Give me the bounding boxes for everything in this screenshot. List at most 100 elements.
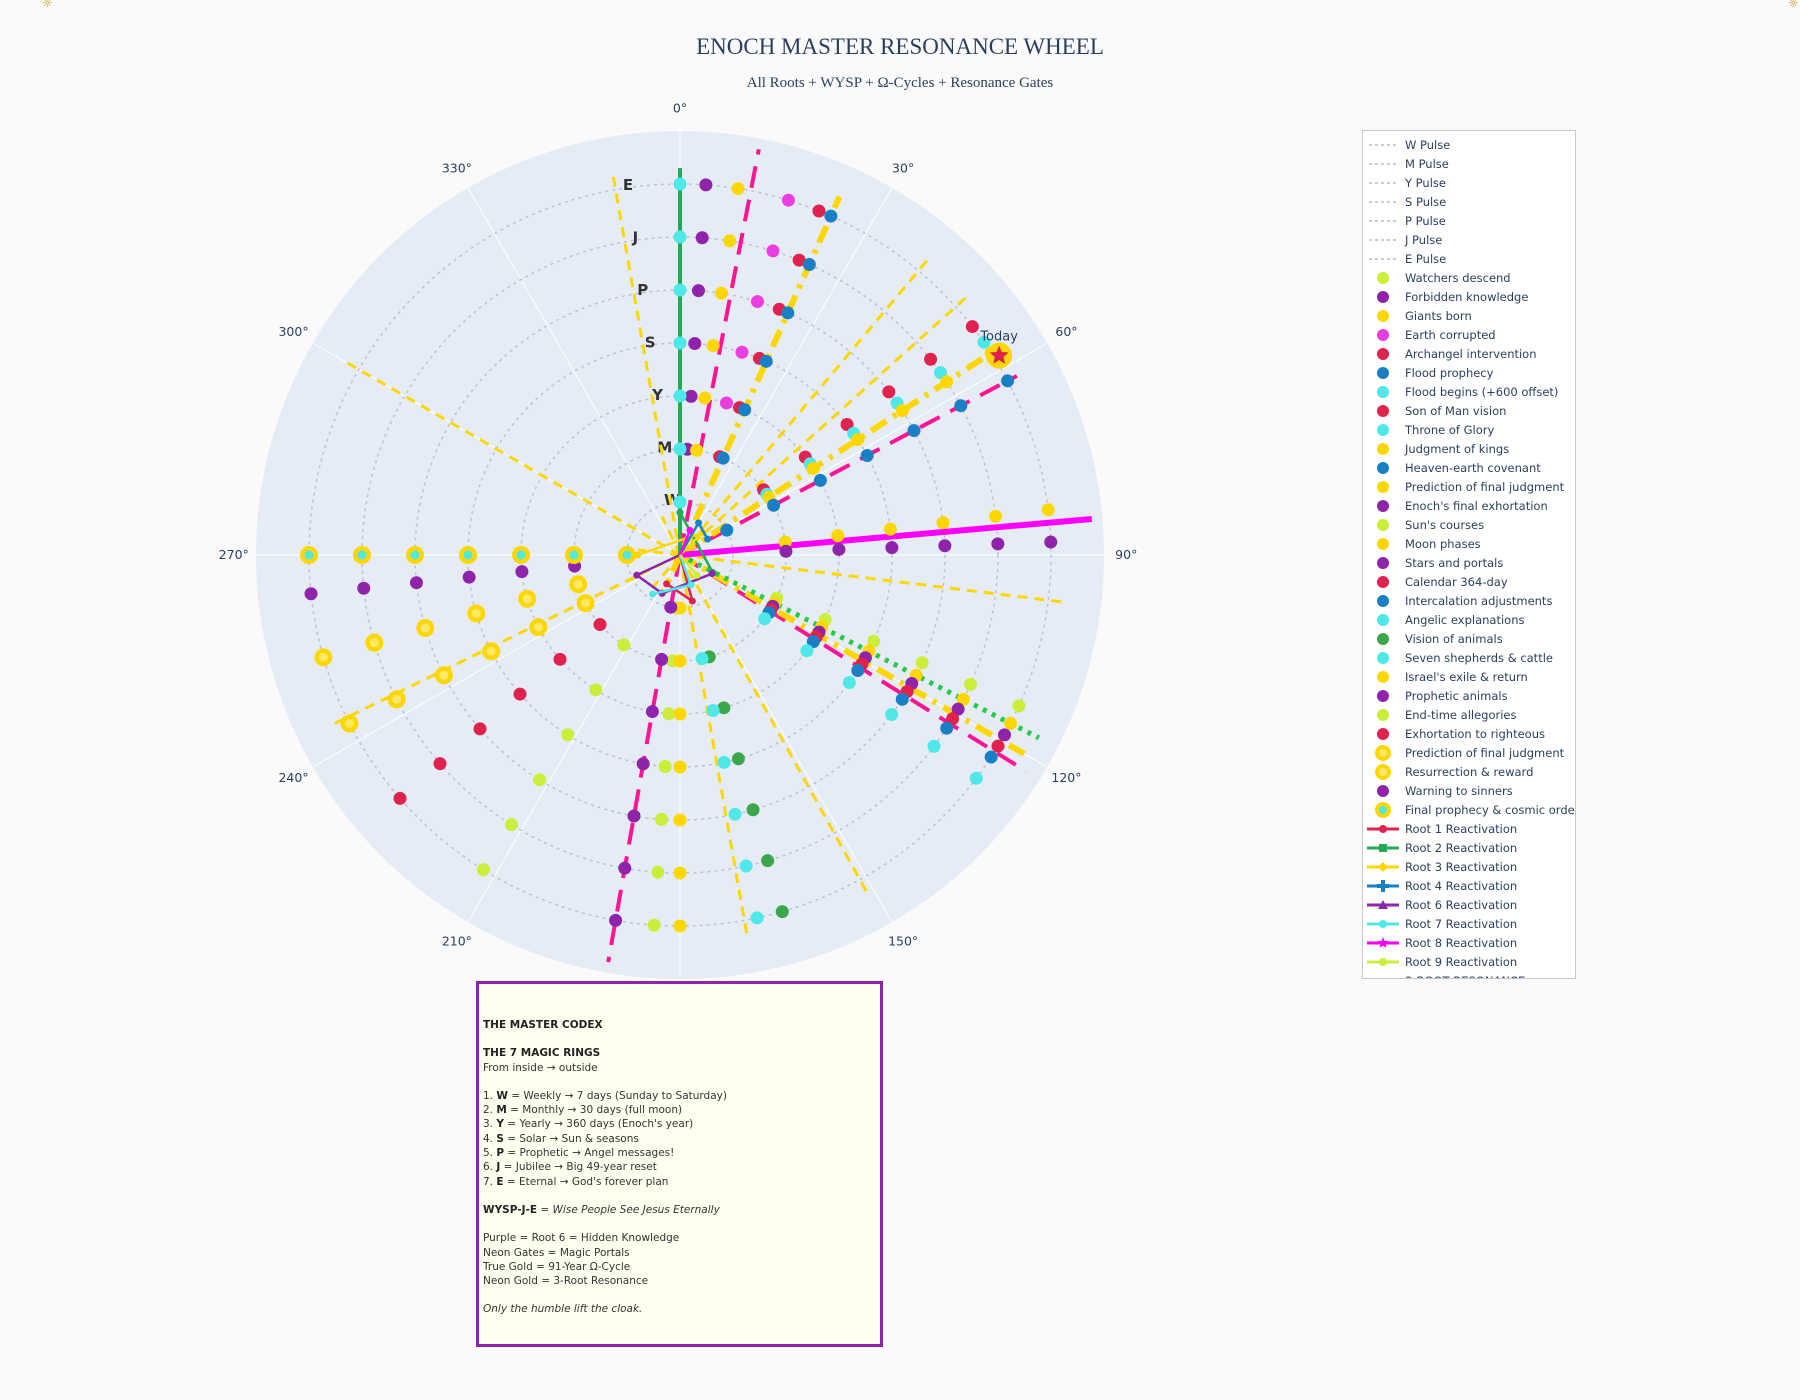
resonance-gate-ray (611, 173, 682, 556)
legend-item[interactable]: Angelic explanations (1363, 610, 1575, 629)
legend-item[interactable]: Prediction of final judgment (1363, 743, 1575, 762)
legend-item[interactable]: Root 1 Reactivation (1363, 819, 1575, 838)
legend-glyph (1377, 329, 1389, 341)
legend-label: Stars and portals (1405, 555, 1504, 570)
legend-item[interactable]: Root 2 Reactivation (1363, 838, 1575, 857)
legend-item[interactable]: Prediction of final judgment (1363, 477, 1575, 496)
event-marker (716, 451, 730, 465)
legend-item[interactable]: S Pulse (1363, 192, 1575, 211)
event-marker (965, 320, 979, 334)
event-marker (409, 576, 423, 590)
legend-item[interactable]: Moon phases (1363, 534, 1575, 553)
event-marker (761, 854, 775, 868)
legend[interactable]: W Pulse M Pulse Y Pulse S Pulse P Pulse J Pul… (1362, 130, 1576, 979)
legend-label: Seven shepherds & cattle (1405, 650, 1553, 665)
event-marker (997, 728, 1011, 742)
legend-item[interactable]: Seven shepherds & cattle (1363, 648, 1575, 667)
legend-item[interactable]: Giants born (1363, 306, 1575, 325)
resonance-gate-ray (678, 341, 1007, 558)
legend-item[interactable]: Prophetic animals (1363, 686, 1575, 705)
legend-item[interactable]: P Pulse (1363, 211, 1575, 230)
legend-item[interactable]: Earth corrupted (1363, 325, 1575, 344)
legend-label: J Pulse (1405, 232, 1443, 247)
legend-glyph (1377, 576, 1389, 588)
legend-item[interactable]: Flood prophecy (1363, 363, 1575, 382)
legend-symbol (1375, 764, 1391, 780)
legend-glyph (1377, 785, 1389, 797)
legend-label: Vision of animals (1405, 631, 1503, 646)
codex-ring-line: 1. W = Weekly → 7 days (Sunday to Saturd… (483, 1089, 876, 1103)
codex-ring-line: 3. Y = Yearly → 360 days (Enoch's year) (483, 1117, 876, 1131)
legend-item[interactable]: Root 3 Reactivation (1363, 857, 1575, 876)
codex-ring-line: 7. E = Eternal → God's forever plan (483, 1175, 876, 1189)
legend-glyph (1377, 538, 1389, 550)
legend-item[interactable]: E Pulse (1363, 249, 1575, 268)
legend-glyph (1379, 806, 1387, 814)
event-marker (723, 234, 737, 248)
event-marker (991, 537, 1005, 551)
legend-label: 3-ROOT RESONANCE (1401, 974, 1525, 979)
legend-symbol (1377, 462, 1389, 474)
legend-item[interactable]: Throne of Glory (1363, 420, 1575, 439)
event-marker (964, 677, 978, 691)
event-marker (691, 284, 705, 298)
legend-item[interactable]: Enoch's final exhortation (1363, 496, 1575, 515)
event-marker (673, 177, 687, 191)
legend-symbol (1377, 310, 1389, 322)
legend-item[interactable]: M Pulse (1363, 154, 1575, 173)
legend-item[interactable]: Exhortation to righteous (1363, 724, 1575, 743)
legend-item[interactable]: Resurrection & reward (1363, 762, 1575, 781)
legend-item[interactable]: Heaven-earth covenant (1363, 458, 1575, 477)
legend-item[interactable]: Y Pulse (1363, 173, 1575, 192)
event-marker (1001, 374, 1015, 388)
legend-item[interactable]: Stars and portals (1363, 553, 1575, 572)
legend-item[interactable]: Forbidden knowledge (1363, 287, 1575, 306)
event-marker (915, 656, 929, 670)
legend-item[interactable]: Root 6 Reactivation (1363, 895, 1575, 914)
legend-item[interactable]: Root 4 Reactivation (1363, 876, 1575, 895)
resonance-gate-ray (678, 554, 869, 895)
event-marker (938, 539, 952, 553)
legend-item[interactable]: End-time allegories (1363, 705, 1575, 724)
chart-subtitle: All Roots + WYSP + Ω-Cycles + Resonance … (746, 75, 1054, 91)
legend-label: Enoch's final exhortation (1405, 498, 1548, 513)
legend-item[interactable]: Sun's courses (1363, 515, 1575, 534)
event-marker (746, 803, 760, 817)
angular-grid-line (467, 187, 681, 556)
event-marker (344, 718, 354, 728)
legend-item[interactable]: Final prophecy & cosmic order (1363, 800, 1575, 819)
legend-item[interactable]: Archangel intervention (1363, 344, 1575, 363)
event-marker (851, 433, 865, 447)
root-reactivation-marker (695, 519, 703, 527)
legend-item[interactable]: 3-ROOT RESONANCE (1363, 971, 1575, 979)
legend-item[interactable]: J Pulse (1363, 230, 1575, 249)
legend-item[interactable]: Son of Man vision (1363, 401, 1575, 420)
event-marker (658, 759, 672, 773)
legend-glyph (1377, 728, 1389, 740)
ring-letter-y: Y (651, 386, 664, 404)
event-marker (927, 739, 941, 753)
legend-item[interactable]: Root 7 Reactivation (1363, 914, 1575, 933)
event-marker (673, 707, 687, 721)
legend-item[interactable]: Warning to sinners (1363, 781, 1575, 800)
resonance-gate-ray (678, 294, 969, 557)
legend-item[interactable]: Israel's exile & return (1363, 667, 1575, 686)
legend-glyph (1377, 690, 1389, 702)
legend-item[interactable]: Root 8 Reactivation (1363, 933, 1575, 952)
legend-item[interactable]: Watchers descend (1363, 268, 1575, 287)
event-marker (392, 694, 402, 704)
legend-item[interactable]: Calendar 364-day (1363, 572, 1575, 591)
event-marker (831, 529, 845, 543)
event-marker (739, 859, 753, 873)
legend-item[interactable]: Flood begins (+600 offset) (1363, 382, 1575, 401)
legend-item[interactable]: Intercalation adjustments (1363, 591, 1575, 610)
legend-item[interactable]: W Pulse (1363, 135, 1575, 154)
legend-item[interactable]: Root 9 Reactivation (1363, 952, 1575, 971)
event-marker (907, 424, 921, 438)
legend-item[interactable]: Vision of animals (1363, 629, 1575, 648)
event-marker (593, 618, 607, 632)
legend-item[interactable]: Judgment of kings (1363, 439, 1575, 458)
event-marker (991, 739, 1005, 753)
codex-mnemonic: WYSP-J-E = Wise People See Jesus Eternal… (483, 1203, 720, 1216)
legend-label: Prediction of final judgment (1405, 745, 1565, 760)
